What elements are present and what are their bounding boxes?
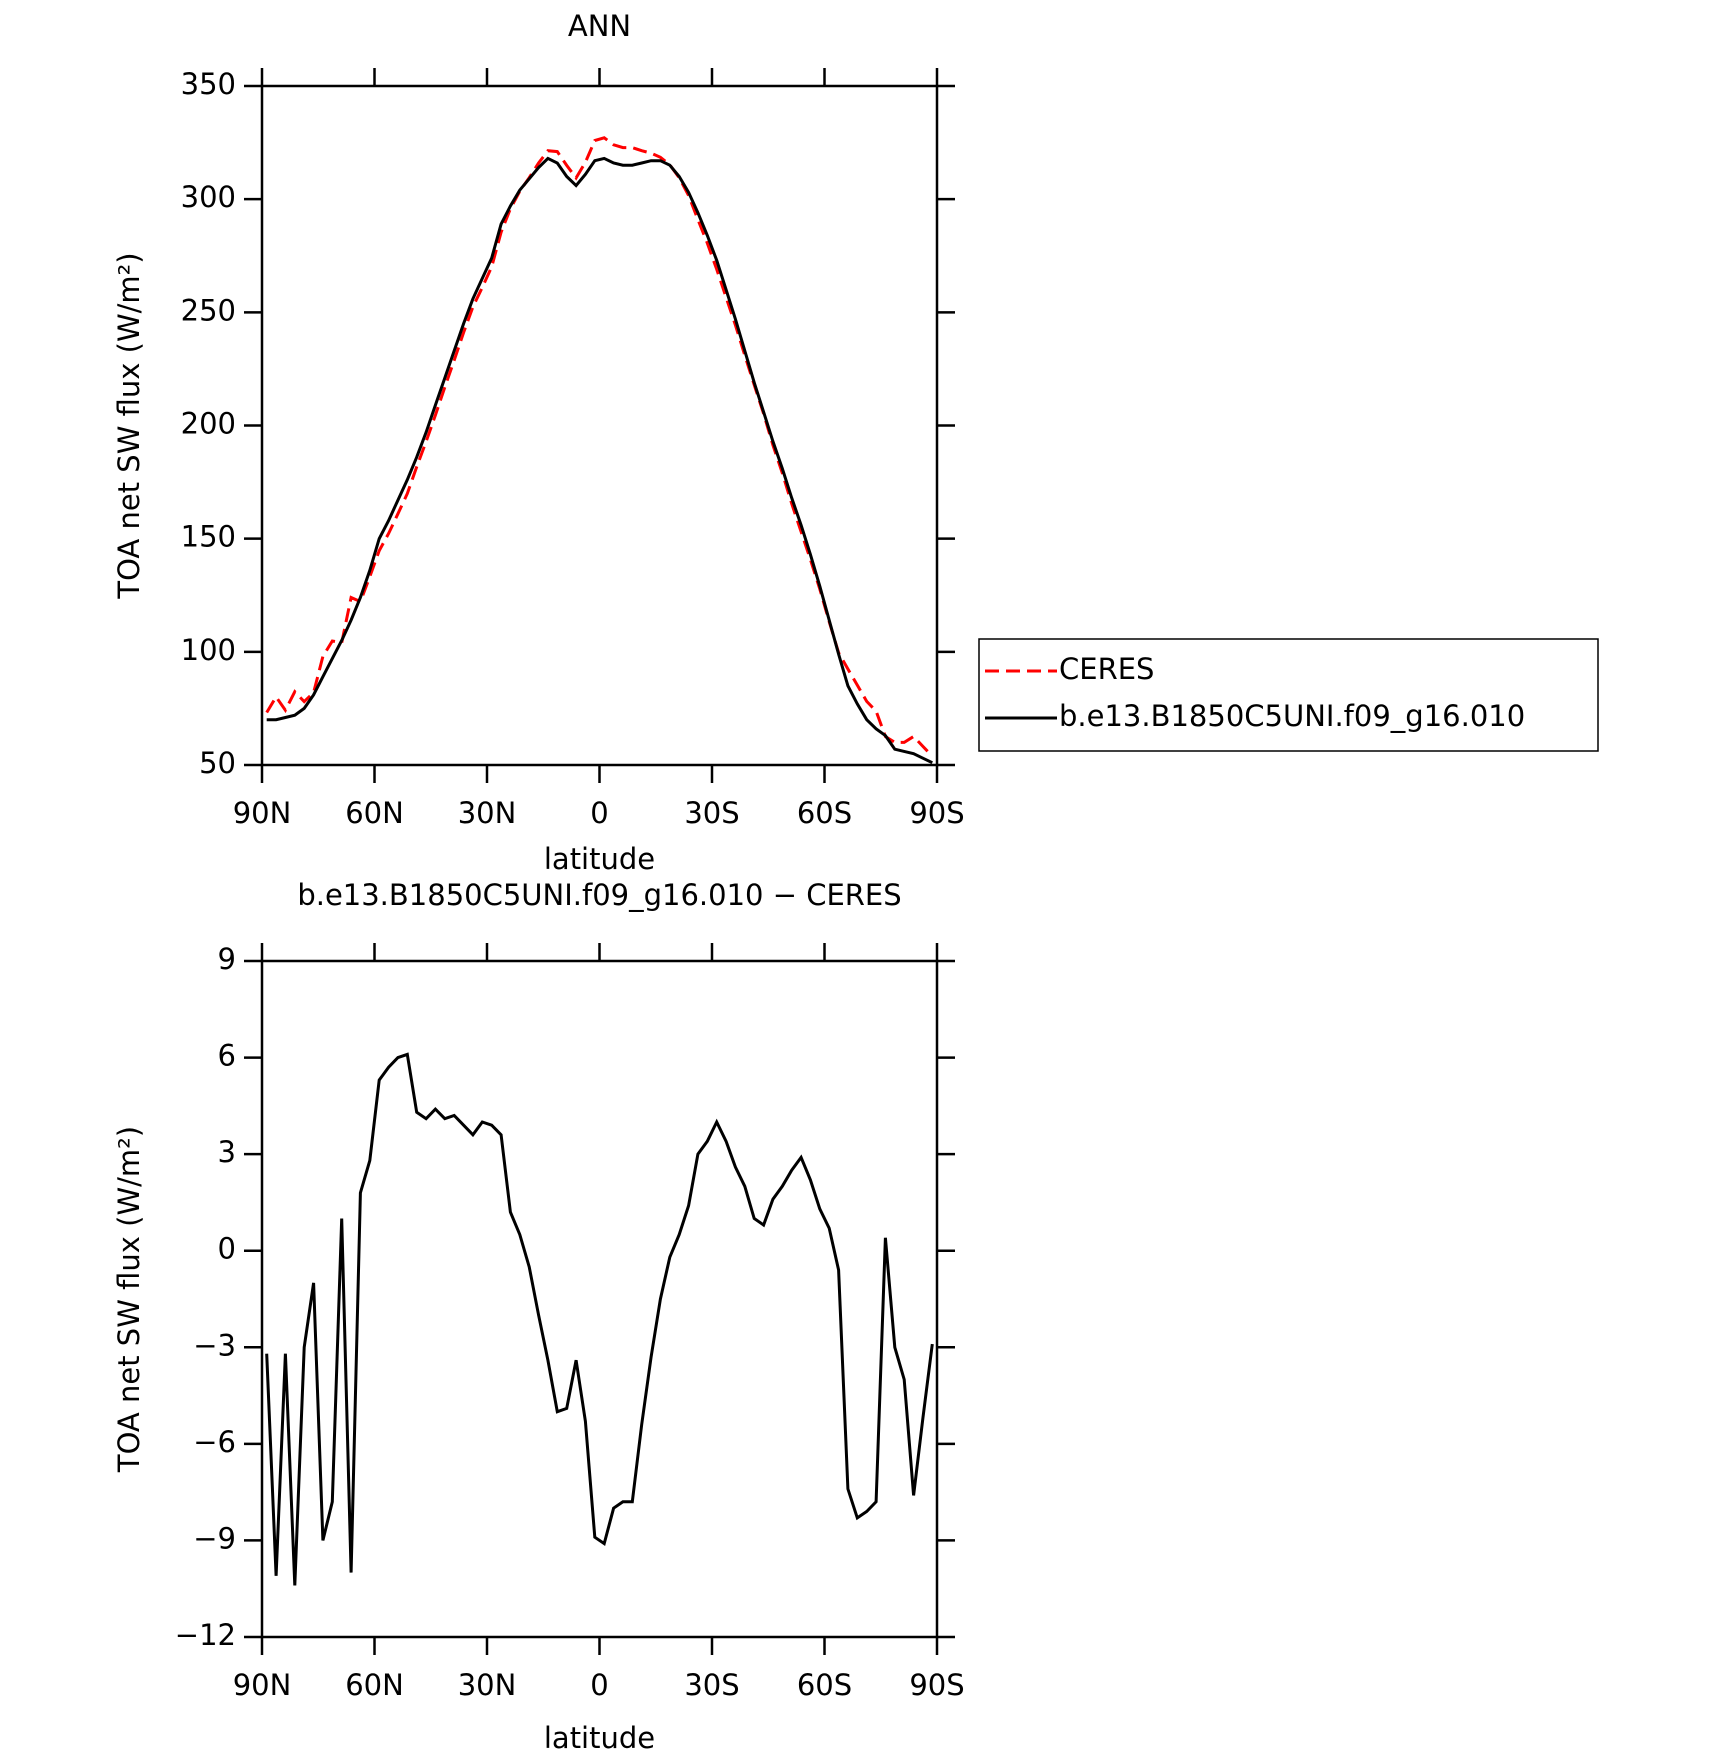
x-tick-label: 0 (590, 1668, 608, 1702)
y-tick-label: 100 (181, 633, 236, 667)
y-axis-label: TOA net SW flux (W/m²) (112, 1126, 146, 1473)
x-tick-label: 90S (909, 796, 964, 830)
y-tick-label: −6 (193, 1425, 236, 1459)
y-tick-label: −9 (193, 1521, 236, 1555)
x-tick-label: 60N (345, 1668, 404, 1702)
y-tick-label: 250 (181, 293, 236, 327)
x-tick-label: 90S (909, 1668, 964, 1702)
y-tick-label: 150 (181, 520, 236, 554)
legend-label: CERES (1059, 652, 1154, 686)
data-line (266, 156, 933, 765)
y-tick-label: 9 (218, 942, 236, 976)
x-tick-label: 60S (797, 1668, 852, 1702)
x-axis-label: latitude (544, 1721, 655, 1755)
x-tick-label: 90N (233, 1668, 292, 1702)
x-tick-label: 30N (458, 796, 517, 830)
plot-frame (260, 84, 939, 767)
x-tick-label: 30S (684, 1668, 739, 1702)
y-tick-label: 200 (181, 407, 236, 441)
chart-title: b.e13.B1850C5UNI.f09_g16.010 − CERES (297, 878, 901, 912)
y-tick-label: 350 (181, 67, 236, 101)
x-tick-label: 30N (458, 1668, 517, 1702)
y-tick-label: 50 (199, 746, 236, 780)
x-tick-label: 60N (345, 796, 404, 830)
data-line (265, 1052, 934, 1586)
plot-frame (260, 959, 939, 1639)
y-tick-label: −3 (193, 1328, 236, 1362)
chart-title: ANN (568, 9, 631, 43)
legend-box (978, 638, 1599, 752)
y-tick-label: −12 (175, 1618, 236, 1652)
y-tick-label: 6 (218, 1039, 236, 1073)
y-tick-label: 3 (218, 1135, 236, 1169)
data-line (265, 136, 934, 758)
y-tick-label: 0 (218, 1232, 236, 1266)
x-tick-label: 30S (684, 796, 739, 830)
x-tick-label: 60S (797, 796, 852, 830)
x-tick-label: 90N (233, 796, 292, 830)
y-tick-label: 300 (181, 180, 236, 214)
x-tick-label: 0 (590, 796, 608, 830)
legend-label: b.e13.B1850C5UNI.f09_g16.010 (1059, 699, 1525, 733)
x-axis-label: latitude (544, 842, 655, 876)
y-axis-label: TOA net SW flux (W/m²) (112, 252, 146, 599)
